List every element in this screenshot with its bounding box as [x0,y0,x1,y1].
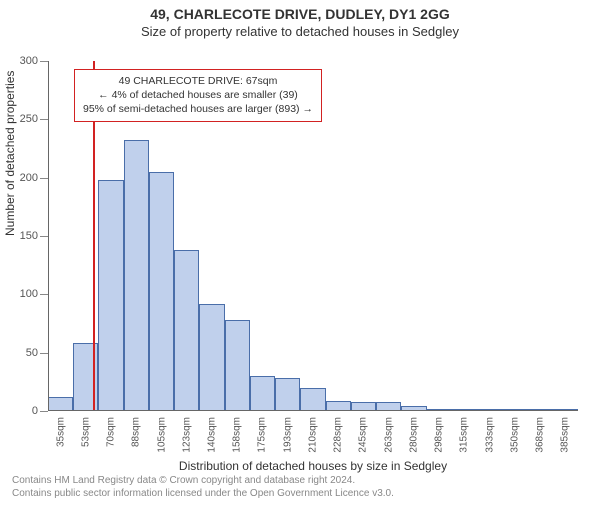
plot-area: Number of detached properties 0501001502… [48,61,578,411]
chart-subtitle: Size of property relative to detached ho… [0,24,600,39]
histogram-bar [124,140,149,411]
x-tick-label: 333sqm [484,417,495,453]
histogram-bar [300,388,325,411]
y-tick-label: 250 [20,113,48,125]
histogram-bar [326,401,351,412]
x-tick-label: 210sqm [307,417,318,453]
x-axis-title: Distribution of detached houses by size … [48,459,578,473]
x-tick-label: 385sqm [560,417,571,453]
histogram-bar [250,376,275,411]
x-tick-label: 228sqm [333,417,344,453]
x-tick-label: 298sqm [434,417,445,453]
x-tick-label: 70sqm [106,417,117,447]
x-tick-label: 193sqm [282,417,293,453]
plot-inner: 49 CHARLECOTE DRIVE: 67sqm ← 4% of detac… [48,61,578,411]
histogram-bar [477,409,502,411]
y-axis-title: Number of detached properties [3,71,17,236]
footer-line: Contains HM Land Registry data © Crown c… [12,474,588,487]
histogram-bar [225,320,250,411]
histogram-bar [452,409,477,411]
histogram-bar [527,409,552,411]
histogram-bar [502,409,527,411]
footer-line: Contains public sector information licen… [12,487,588,500]
page-title: 49, CHARLECOTE DRIVE, DUDLEY, DY1 2GG [0,6,600,22]
annotation-line: 95% of semi-detached houses are larger (… [83,102,313,116]
x-tick-label: 88sqm [131,417,142,447]
y-tick-label: 0 [32,405,48,417]
histogram-bar [427,409,452,411]
x-tick-label: 105sqm [156,417,167,453]
histogram-bar [174,250,199,411]
x-tick-label: 35sqm [55,417,66,447]
x-tick-label: 350sqm [509,417,520,453]
histogram-bar [199,304,224,411]
x-tick-label: 158sqm [232,417,243,453]
annotation-line: 49 CHARLECOTE DRIVE: 67sqm [83,74,313,88]
x-tick-label: 53sqm [80,417,91,447]
histogram-bar [149,172,174,411]
y-tick-label: 100 [20,288,48,300]
annotation-box: 49 CHARLECOTE DRIVE: 67sqm ← 4% of detac… [74,69,322,122]
x-tick-label: 140sqm [207,417,218,453]
y-tick-label: 300 [20,55,48,67]
x-tick-label: 245sqm [358,417,369,453]
histogram-bar [376,402,401,411]
y-tick-label: 50 [26,347,48,359]
histogram-bar [351,402,376,411]
y-tick-label: 150 [20,230,48,242]
y-tick-label: 200 [20,172,48,184]
histogram-bar [553,409,578,411]
x-tick-label: 123sqm [181,417,192,453]
x-tick-label: 280sqm [408,417,419,453]
x-tick-label: 368sqm [535,417,546,453]
histogram-bar [98,180,123,411]
histogram-bar [275,378,300,411]
histogram-bar [401,406,426,411]
x-tick-label: 175sqm [257,417,268,453]
annotation-line: ← 4% of detached houses are smaller (39) [83,88,313,102]
histogram-bar [48,397,73,411]
x-tick-label: 315sqm [459,417,470,453]
x-tick-label: 263sqm [383,417,394,453]
chart-root: 49, CHARLECOTE DRIVE, DUDLEY, DY1 2GG Si… [0,6,600,506]
footer-text: Contains HM Land Registry data © Crown c… [12,474,588,500]
